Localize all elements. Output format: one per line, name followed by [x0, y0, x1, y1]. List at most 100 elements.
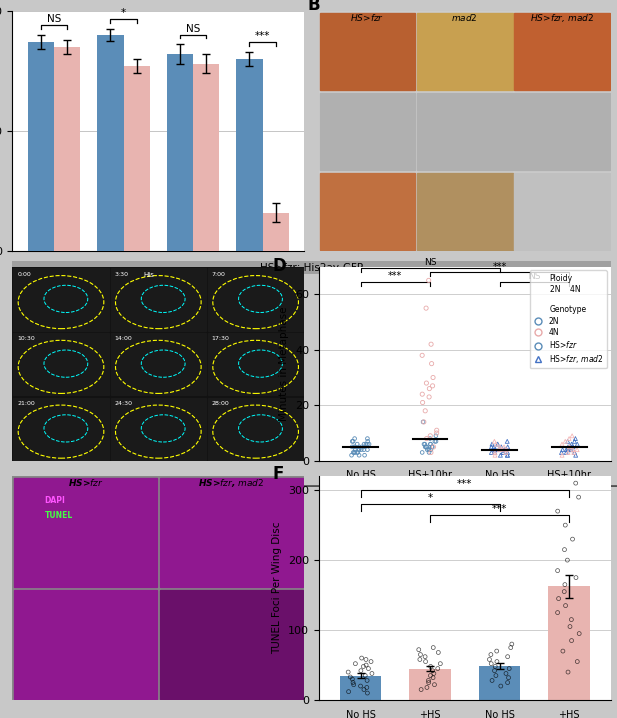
Bar: [320, 174, 415, 251]
Bar: [123, 66, 150, 251]
Point: [420, 441, 430, 452]
Point: [497, 444, 507, 455]
Bar: [208, 398, 304, 460]
Point: [422, 441, 432, 452]
Point: [424, 275, 434, 286]
Point: [490, 444, 500, 455]
Text: NS: NS: [47, 14, 61, 24]
Point: [490, 447, 500, 458]
Point: [354, 449, 364, 461]
Point: [503, 672, 513, 684]
Point: [426, 670, 436, 681]
Text: HS>$fzr$: HS>$fzr$: [67, 477, 103, 488]
Text: ***: ***: [255, 31, 270, 41]
Point: [346, 671, 355, 683]
Point: [358, 661, 368, 672]
Bar: [14, 398, 109, 460]
Bar: [14, 590, 157, 699]
Point: [420, 405, 430, 416]
Point: [504, 663, 514, 674]
Point: [352, 439, 362, 450]
Text: D: D: [272, 257, 286, 275]
Text: HS>$fzr$: HS>$fzr$: [350, 11, 384, 22]
Point: [428, 642, 438, 653]
Bar: [97, 34, 123, 251]
Bar: [54, 47, 80, 251]
Point: [418, 416, 428, 428]
Point: [426, 439, 436, 450]
Bar: [479, 666, 521, 700]
Point: [349, 447, 359, 458]
Point: [503, 677, 513, 689]
Point: [566, 439, 576, 450]
Point: [569, 436, 579, 447]
Bar: [417, 174, 513, 251]
Point: [424, 677, 434, 689]
Point: [363, 436, 373, 447]
Point: [417, 350, 427, 361]
Bar: [515, 93, 610, 170]
Bar: [515, 174, 610, 251]
Point: [571, 572, 581, 583]
Point: [560, 544, 569, 555]
Point: [425, 430, 435, 442]
Point: [568, 441, 578, 452]
Text: HS>$fzr$, $mad2$: HS>$fzr$, $mad2$: [198, 477, 265, 489]
Point: [344, 686, 354, 697]
Point: [491, 661, 500, 672]
Point: [565, 444, 574, 455]
Point: [553, 607, 563, 618]
Point: [494, 444, 503, 455]
Point: [424, 447, 434, 458]
Bar: [340, 676, 381, 700]
Y-axis label: TUNEL Foci Per Wing Disc: TUNEL Foci Per Wing Disc: [273, 522, 283, 654]
Point: [362, 675, 372, 686]
Point: [495, 449, 505, 461]
Point: [421, 378, 431, 389]
Point: [416, 684, 426, 695]
Bar: [320, 13, 415, 90]
Point: [503, 449, 513, 461]
Point: [350, 433, 360, 444]
Point: [566, 614, 576, 625]
Bar: [167, 54, 193, 251]
Point: [349, 441, 359, 452]
Point: [560, 586, 569, 597]
Text: ***: ***: [388, 271, 402, 281]
Point: [426, 444, 436, 455]
Text: NS: NS: [528, 272, 540, 281]
Point: [560, 436, 570, 447]
Point: [360, 449, 370, 461]
Point: [563, 436, 573, 447]
Point: [433, 663, 442, 674]
Point: [484, 653, 494, 665]
Point: [415, 649, 425, 661]
Point: [569, 447, 579, 458]
Text: HS>$fzr$, $mad2$: HS>$fzr$, $mad2$: [530, 11, 594, 24]
Y-axis label: Minutes in Metaphase: Minutes in Metaphase: [280, 307, 289, 421]
Point: [491, 670, 501, 681]
Point: [553, 505, 563, 517]
Point: [490, 447, 500, 458]
Point: [486, 649, 496, 661]
Bar: [14, 269, 109, 330]
Bar: [417, 13, 513, 90]
Point: [422, 444, 432, 455]
Point: [553, 565, 563, 577]
Text: ***: ***: [492, 261, 507, 271]
Point: [507, 638, 517, 650]
Point: [357, 653, 366, 664]
Text: F: F: [272, 465, 284, 483]
Point: [429, 441, 439, 452]
Point: [362, 681, 372, 693]
Point: [560, 519, 570, 531]
Point: [429, 668, 439, 679]
Bar: [110, 333, 206, 396]
Bar: [236, 59, 263, 251]
Text: ***: ***: [492, 504, 507, 514]
Point: [564, 441, 574, 452]
Point: [558, 444, 568, 455]
Point: [360, 670, 370, 681]
Point: [347, 449, 357, 461]
Text: 7:00: 7:00: [212, 271, 226, 276]
